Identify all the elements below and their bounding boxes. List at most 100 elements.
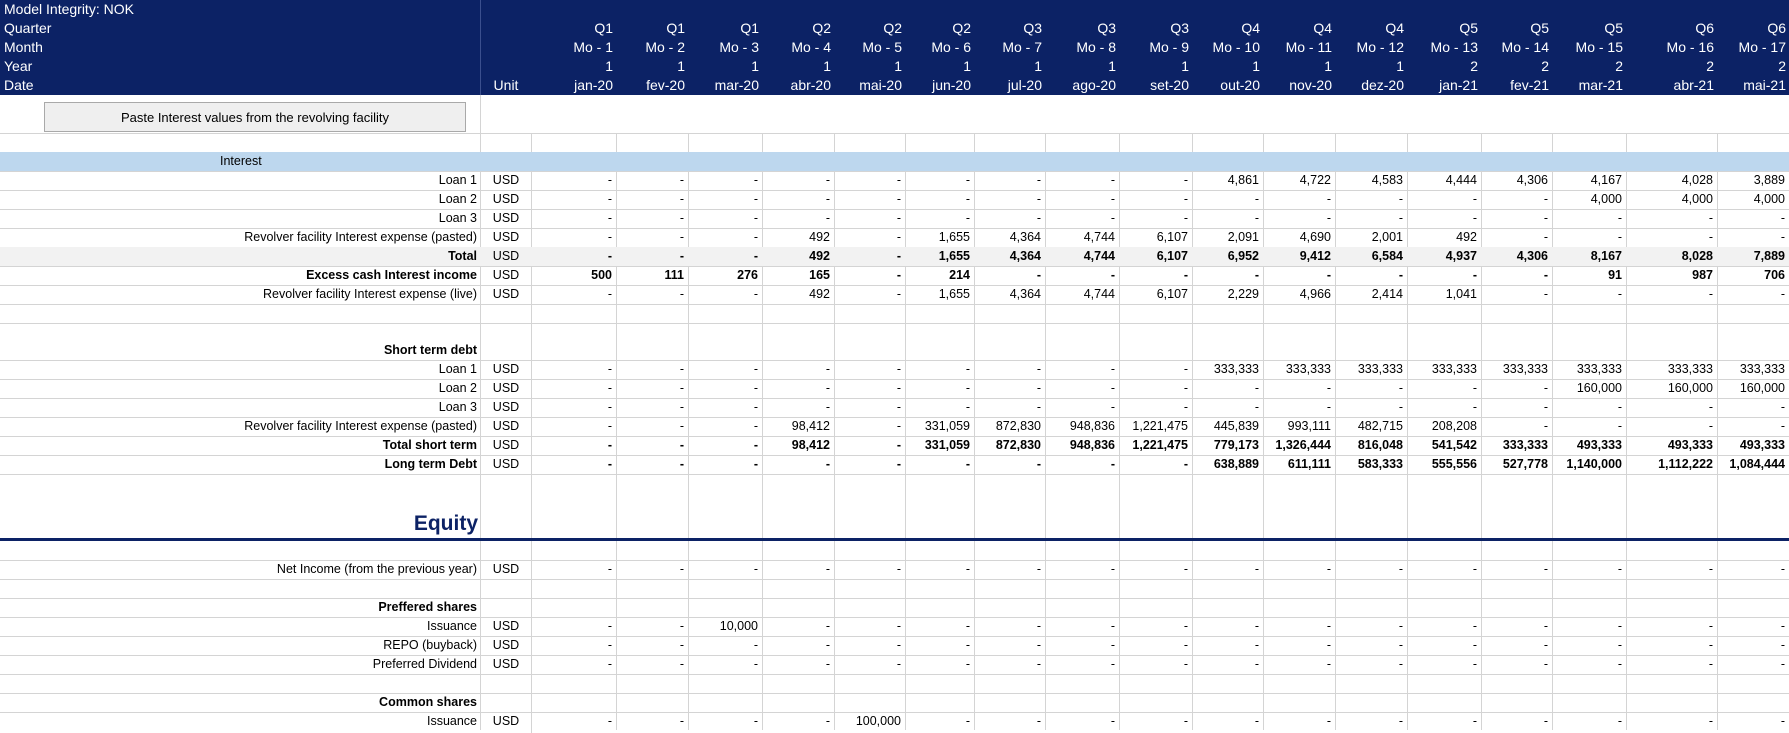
table-cell[interactable]: 1,655: [938, 249, 970, 263]
table-cell[interactable]: -: [965, 362, 970, 376]
table-cell[interactable]: -: [679, 457, 684, 471]
table-cell[interactable]: -: [896, 438, 901, 452]
table-cell[interactable]: 2,414: [1371, 287, 1403, 301]
table-cell[interactable]: -: [753, 457, 758, 471]
table-cell[interactable]: -: [1254, 619, 1259, 633]
table-cell[interactable]: -: [607, 230, 612, 244]
table-cell[interactable]: -: [1543, 562, 1548, 576]
table-cell[interactable]: -: [607, 362, 612, 376]
table-cell[interactable]: -: [679, 362, 684, 376]
table-cell[interactable]: 492: [809, 287, 830, 301]
table-cell[interactable]: -: [1183, 211, 1188, 225]
table-cell[interactable]: 4,444: [1445, 173, 1477, 187]
table-cell[interactable]: -: [825, 400, 830, 414]
table-cell[interactable]: -: [1326, 638, 1331, 652]
table-cell[interactable]: -: [753, 714, 758, 728]
table-cell[interactable]: -: [1780, 419, 1785, 433]
table-cell[interactable]: 111: [664, 268, 684, 282]
table-cell[interactable]: -: [1036, 714, 1041, 728]
table-cell[interactable]: -: [1472, 381, 1477, 395]
table-cell[interactable]: 4,937: [1445, 249, 1477, 263]
table-cell[interactable]: 6,107: [1156, 287, 1188, 301]
table-cell[interactable]: 611,111: [1287, 457, 1331, 471]
table-cell[interactable]: 779,173: [1213, 438, 1259, 452]
table-cell[interactable]: 7,889: [1753, 249, 1785, 263]
table-cell[interactable]: 8,167: [1590, 249, 1622, 263]
table-cell[interactable]: -: [1780, 562, 1785, 576]
table-cell[interactable]: 4,744: [1083, 230, 1115, 244]
table-cell[interactable]: -: [1398, 657, 1403, 671]
table-cell[interactable]: 482,715: [1357, 419, 1403, 433]
table-cell[interactable]: -: [896, 619, 901, 633]
table-cell[interactable]: -: [1708, 638, 1713, 652]
table-cell[interactable]: 2,001: [1371, 230, 1403, 244]
table-cell[interactable]: 706: [1764, 268, 1785, 282]
table-cell[interactable]: 333,333: [1431, 362, 1477, 376]
table-cell[interactable]: 4,966: [1299, 287, 1331, 301]
table-cell[interactable]: -: [1254, 562, 1259, 576]
table-cell[interactable]: -: [896, 419, 901, 433]
table-cell[interactable]: -: [1183, 657, 1188, 671]
table-cell[interactable]: 4,690: [1299, 230, 1331, 244]
table-cell[interactable]: -: [1398, 192, 1403, 206]
table-cell[interactable]: -: [896, 657, 901, 671]
table-cell[interactable]: -: [1398, 638, 1403, 652]
table-cell[interactable]: -: [896, 381, 901, 395]
table-cell[interactable]: -: [1617, 638, 1622, 652]
table-cell[interactable]: 333,333: [1502, 362, 1548, 376]
table-cell[interactable]: -: [607, 457, 612, 471]
table-cell[interactable]: 1,655: [938, 230, 970, 244]
table-cell[interactable]: -: [607, 638, 612, 652]
table-cell[interactable]: 4,744: [1083, 249, 1115, 263]
table-cell[interactable]: -: [679, 249, 684, 263]
table-cell[interactable]: 1,221,475: [1132, 438, 1188, 452]
table-cell[interactable]: -: [607, 192, 612, 206]
table-cell[interactable]: 6,952: [1227, 249, 1259, 263]
table-cell[interactable]: 4,306: [1516, 249, 1548, 263]
table-cell[interactable]: -: [679, 192, 684, 206]
table-cell[interactable]: 493,333: [1667, 438, 1713, 452]
table-cell[interactable]: -: [679, 619, 684, 633]
table-cell[interactable]: -: [896, 192, 901, 206]
table-cell[interactable]: 6,584: [1371, 249, 1403, 263]
table-cell[interactable]: 555,556: [1431, 457, 1477, 471]
table-cell[interactable]: -: [896, 249, 901, 263]
table-cell[interactable]: -: [965, 714, 970, 728]
table-cell[interactable]: 4,364: [1009, 287, 1041, 301]
table-cell[interactable]: -: [1110, 457, 1115, 471]
table-cell[interactable]: 333,333: [1667, 362, 1713, 376]
table-cell[interactable]: 1,140,000: [1566, 457, 1622, 471]
table-cell[interactable]: -: [1543, 287, 1548, 301]
table-cell[interactable]: -: [1036, 268, 1041, 282]
table-cell[interactable]: -: [1543, 419, 1548, 433]
table-cell[interactable]: -: [1780, 211, 1785, 225]
table-cell[interactable]: 1,112,222: [1658, 457, 1713, 471]
table-cell[interactable]: -: [1110, 268, 1115, 282]
table-cell[interactable]: 331,059: [924, 419, 970, 433]
table-cell[interactable]: -: [1708, 714, 1713, 728]
table-cell[interactable]: -: [1543, 657, 1548, 671]
table-cell[interactable]: -: [1472, 268, 1477, 282]
table-cell[interactable]: -: [1708, 211, 1713, 225]
table-cell[interactable]: -: [1183, 381, 1188, 395]
table-cell[interactable]: -: [896, 362, 901, 376]
table-cell[interactable]: -: [1398, 211, 1403, 225]
table-cell[interactable]: -: [1708, 657, 1713, 671]
table-cell[interactable]: -: [965, 173, 970, 187]
table-cell[interactable]: -: [1543, 638, 1548, 652]
table-cell[interactable]: -: [1110, 173, 1115, 187]
table-cell[interactable]: -: [1183, 192, 1188, 206]
table-cell[interactable]: -: [679, 438, 684, 452]
table-cell[interactable]: -: [1780, 619, 1785, 633]
table-cell[interactable]: -: [1254, 714, 1259, 728]
table-cell[interactable]: -: [1183, 173, 1188, 187]
table-cell[interactable]: -: [1183, 619, 1188, 633]
table-cell[interactable]: 1,221,475: [1132, 419, 1188, 433]
table-cell[interactable]: 10,000: [719, 619, 758, 633]
table-cell[interactable]: 4,000: [1681, 192, 1713, 206]
table-cell[interactable]: -: [1780, 657, 1785, 671]
table-cell[interactable]: -: [1617, 400, 1622, 414]
table-cell[interactable]: -: [679, 211, 684, 225]
table-cell[interactable]: -: [1780, 287, 1785, 301]
